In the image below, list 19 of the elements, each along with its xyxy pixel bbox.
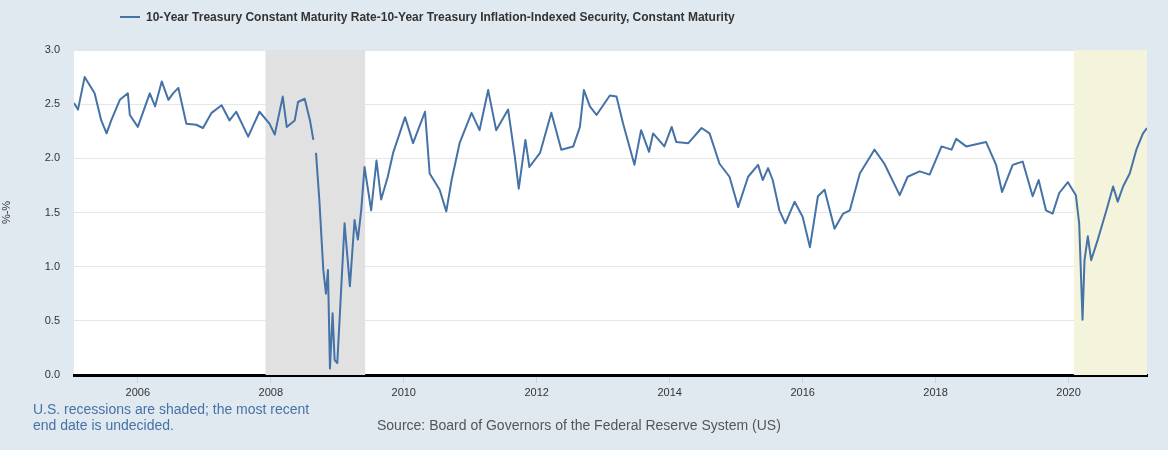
x-tick-label: 2018 xyxy=(923,385,948,398)
y-axis-title: %-% xyxy=(0,200,12,225)
x-tick-label: 2020 xyxy=(1056,385,1081,398)
y-tick-label: 0.5 xyxy=(44,313,60,326)
y-tick-label: 1.0 xyxy=(44,259,60,272)
y-tick-label: 3.0 xyxy=(44,43,60,56)
text: U.S. recessions are shaded; the most recent end date is undecided. xyxy=(33,401,311,433)
x-tick-label: 2014 xyxy=(657,385,682,398)
y-tick-label: 2.5 xyxy=(44,97,60,110)
y-tick-label: 1.5 xyxy=(44,205,60,218)
x-tick-label: 2010 xyxy=(391,385,416,398)
source-note: Source: Board of Governors of the Federal Reserve System (US) xyxy=(377,417,782,433)
x-tick-label: 2016 xyxy=(790,385,815,398)
y-tick-label: 0.0 xyxy=(44,368,60,381)
legend-label: 10-Year Treasury Constant Maturity Rate-10-Year Treasury Inflation-Indexed Security, Constant Maturity xyxy=(146,10,735,24)
y-tick-label: 2.0 xyxy=(44,151,60,164)
x-tick-label: 2008 xyxy=(258,385,284,398)
x-tick-label: 2012 xyxy=(524,385,549,398)
x-tick-label: 2006 xyxy=(125,385,151,398)
